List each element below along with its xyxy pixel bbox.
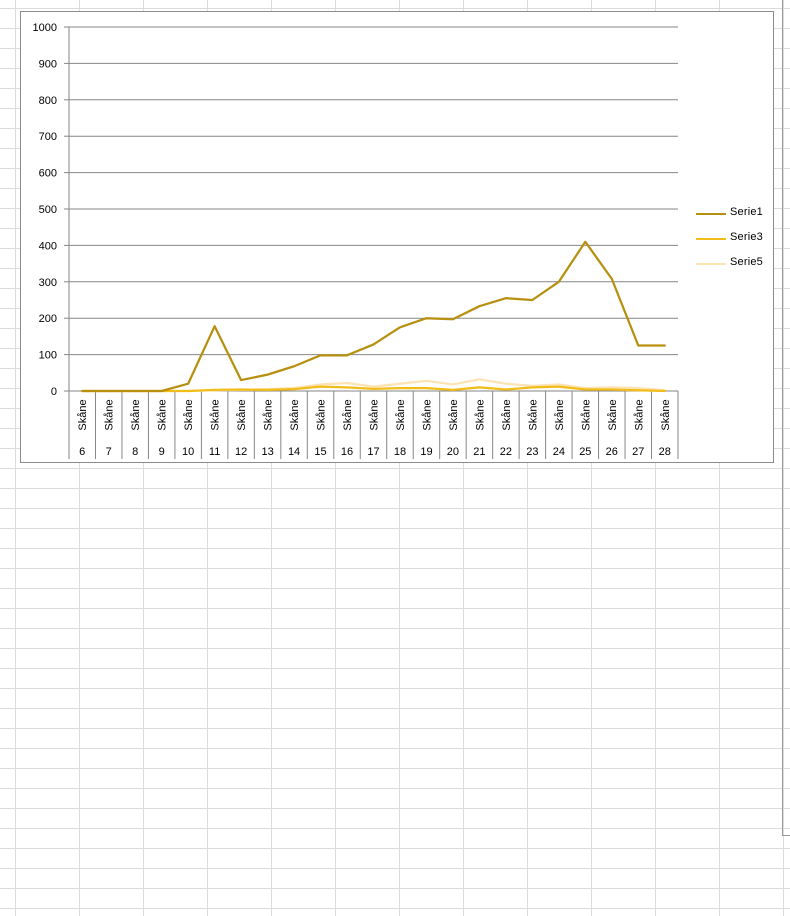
- y-tick-label: 400: [39, 240, 57, 252]
- x-week-label: 15: [314, 446, 326, 458]
- x-region-label: Skåne: [369, 399, 381, 430]
- x-week-label: 9: [159, 446, 165, 458]
- y-tick-label: 100: [39, 350, 57, 362]
- x-region-label: Skåne: [210, 399, 222, 430]
- y-tick-label: 600: [39, 168, 57, 180]
- x-region-label: Skåne: [554, 399, 566, 430]
- x-region-label: Skåne: [501, 399, 513, 430]
- chart-plot: 0 100 200 300 400 500 600 700 800 900 1000 Skåne 6 Sk…: [33, 22, 679, 459]
- series-line-serie1: [81, 240, 666, 393]
- y-tick-label: 500: [39, 204, 57, 216]
- y-tick-label: 200: [39, 313, 57, 325]
- x-week-label: 19: [420, 446, 432, 458]
- x-region-label: Skåne: [395, 399, 407, 430]
- x-week-label: 10: [182, 446, 194, 458]
- x-region-label: Skåne: [474, 399, 486, 430]
- x-region-label: Skåne: [527, 399, 539, 430]
- x-week-label: 17: [367, 446, 379, 458]
- y-tick-label: 0: [51, 386, 57, 398]
- x-week-label: 26: [606, 446, 618, 458]
- legend-item-serie5[interactable]: Serie5: [696, 256, 774, 281]
- x-region-label: Skåne: [157, 399, 169, 430]
- legend-swatch-serie3: [696, 238, 726, 240]
- x-region-label: Skåne: [77, 399, 89, 430]
- x-region-label: Skåne: [130, 399, 142, 430]
- x-week-label: 27: [632, 446, 644, 458]
- x-region-label: Skåne: [607, 399, 619, 430]
- legend-item-serie1[interactable]: Serie1: [696, 206, 774, 231]
- legend-swatch-serie5: [696, 263, 726, 265]
- y-tick-label: 300: [39, 277, 57, 289]
- chart-legend[interactable]: Serie1 Serie3 Serie5: [696, 206, 774, 281]
- x-week-label: 22: [500, 446, 512, 458]
- x-week-label: 11: [209, 446, 220, 458]
- x-region-label: Skåne: [633, 399, 645, 430]
- y-tick-label: 900: [39, 58, 57, 70]
- x-region-label: Skåne: [580, 399, 592, 430]
- x-region-label: Skåne: [236, 399, 248, 430]
- x-region-label: Skåne: [316, 399, 328, 430]
- page-break-line: [782, 0, 790, 836]
- legend-item-serie3[interactable]: Serie3: [696, 231, 774, 256]
- x-region-label: Skåne: [342, 399, 354, 430]
- x-region-label: Skåne: [104, 399, 116, 430]
- x-week-label: 23: [526, 446, 538, 458]
- x-week-label: 18: [394, 446, 406, 458]
- x-region-label: Skåne: [289, 399, 301, 430]
- x-week-label: 20: [447, 446, 459, 458]
- legend-label: Serie5: [730, 256, 763, 268]
- x-week-label: 7: [106, 446, 112, 458]
- y-tick-label: 1000: [33, 22, 57, 34]
- x-week-label: 25: [579, 446, 591, 458]
- x-region-label: Skåne: [263, 399, 275, 430]
- x-region-label: Skåne: [421, 399, 433, 430]
- x-week-label: 6: [79, 446, 85, 458]
- legend-label: Serie3: [730, 231, 763, 243]
- y-tick-label: 700: [39, 131, 57, 143]
- x-region-label: Skåne: [183, 399, 195, 430]
- x-week-label: 14: [288, 446, 300, 458]
- x-week-label: 12: [235, 446, 247, 458]
- line-chart[interactable]: 0 100 200 300 400 500 600 700 800 900 1000 Skåne 6 Sk…: [20, 11, 774, 463]
- legend-swatch-serie1: [696, 213, 726, 215]
- series-line-serie3: [81, 385, 666, 393]
- x-week-label: 13: [261, 446, 273, 458]
- x-week-label: 8: [132, 446, 138, 458]
- x-week-label: 16: [341, 446, 353, 458]
- x-week-label: 24: [553, 446, 565, 458]
- x-week-label: 21: [473, 446, 485, 458]
- legend-label: Serie1: [730, 206, 763, 218]
- x-region-label: Skåne: [448, 399, 460, 430]
- x-region-label: Skåne: [660, 399, 672, 430]
- y-tick-label: 800: [39, 95, 57, 107]
- x-week-label: 28: [659, 446, 671, 458]
